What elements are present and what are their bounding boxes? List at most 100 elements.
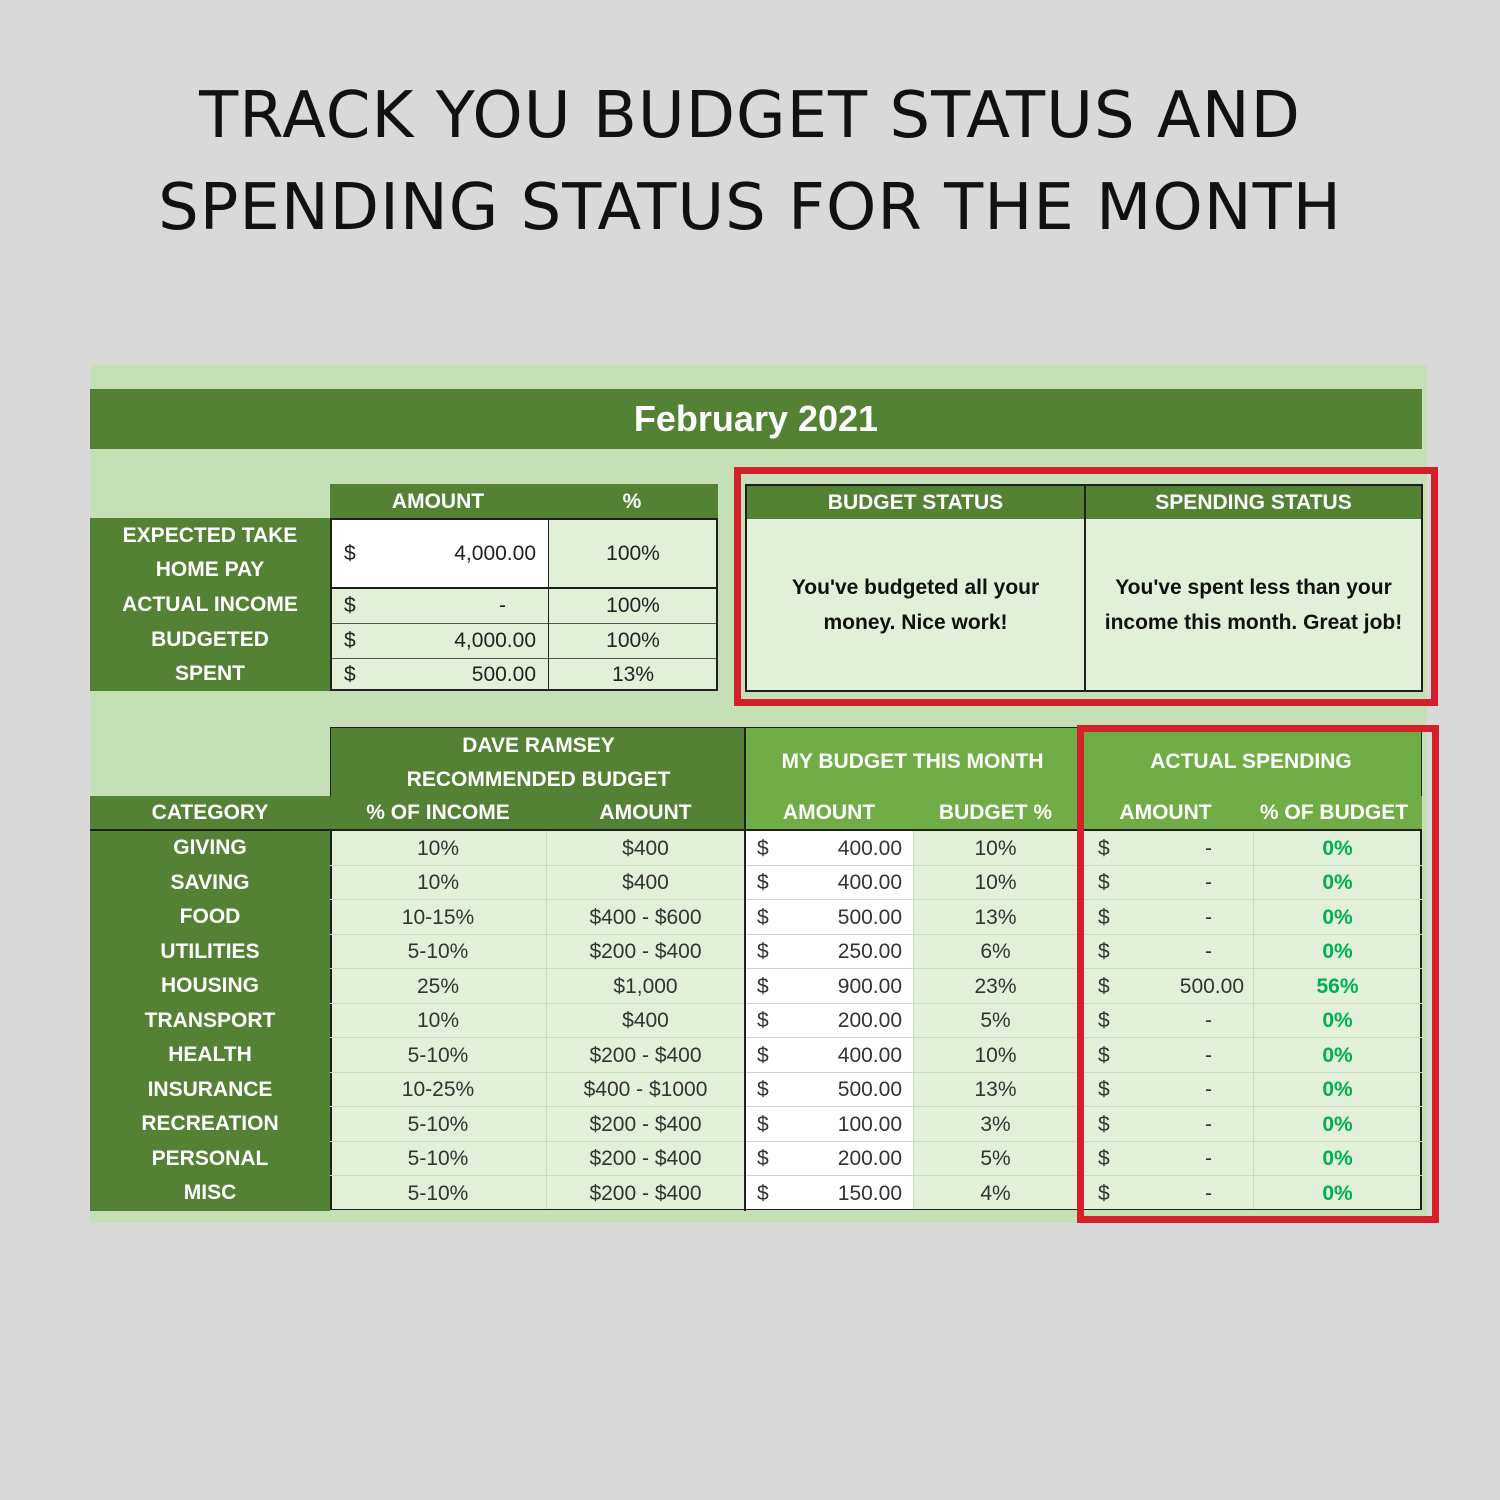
budget-pct-cell: 5% (980, 1147, 1011, 1170)
table-row: 5-10% $200 - $400 $ 200.00 5% $ - 0% (330, 1142, 1422, 1176)
pct-budget-cell: 0% (1322, 836, 1353, 860)
headline: TRACK YOU BUDGET STATUS AND SPENDING STA… (0, 70, 1500, 254)
my-amount-cell[interactable]: 400.00 (837, 871, 902, 894)
actual-amount-cell[interactable]: - (1205, 1112, 1212, 1136)
actual-amount-cell[interactable]: - (1205, 836, 1212, 860)
pct-budget-cell: 0% (1322, 1147, 1353, 1170)
budget-pct-cell: 6% (980, 940, 1011, 963)
headline-line-2: SPENDING STATUS FOR THE MONTH (158, 171, 1342, 245)
summary-dollar: $ (344, 629, 356, 652)
my-amount-cell[interactable]: 100.00 (837, 1112, 902, 1136)
pct-budget-cell: 0% (1322, 905, 1353, 929)
category-label: TRANSPORT (144, 1008, 276, 1032)
actual-amount-cell[interactable]: - (1205, 1147, 1212, 1170)
col-separator (546, 831, 547, 1209)
actual-amount-cell[interactable]: - (1205, 1078, 1212, 1101)
spending-status-message: You've spent less than your income this … (1104, 575, 1403, 634)
rec-amount-cell: $1,000 (613, 974, 678, 998)
budget-sheet: February 2021 AMOUNT % EXPECTED TAKE HOM… (90, 365, 1427, 1223)
actual-dollar-sign: $ (1098, 836, 1110, 860)
col-separator (913, 831, 914, 1209)
actual-dollar-sign: $ (1098, 1112, 1110, 1136)
status-panel: BUDGET STATUS SPENDING STATUS You've bud… (745, 484, 1423, 692)
category-label: MISC (183, 1181, 237, 1205)
pct-income-cell: 5-10% (407, 1147, 469, 1170)
pct-income-cell: 10-15% (401, 905, 475, 929)
summary-amount-budgeted: 4,000.00 (454, 629, 536, 652)
my-amount-cell[interactable]: 200.00 (837, 1009, 902, 1032)
rec-amount-cell: $400 (622, 836, 669, 860)
budget-status-message: You've budgeted all your money. Nice wor… (791, 575, 1040, 634)
actual-amount-cell[interactable]: 500.00 (1179, 974, 1244, 998)
actual-spending-title: ACTUAL SPENDING (1150, 750, 1352, 773)
my-amount-cell[interactable]: 400.00 (837, 1043, 902, 1067)
actual-amount-cell[interactable]: - (1205, 940, 1212, 963)
my-dollar-sign: $ (757, 1009, 769, 1032)
summary-dollar: $ (344, 541, 356, 565)
col-separator (1253, 831, 1254, 1209)
pct-budget-cell: 0% (1322, 1043, 1353, 1067)
summary-pct-actual-income: 100% (606, 594, 660, 617)
summary-input-expected[interactable] (332, 520, 548, 587)
spending-status-header: SPENDING STATUS (1086, 486, 1421, 519)
summary-labels: EXPECTED TAKE HOME PAY ACTUAL INCOME BUD… (90, 518, 330, 691)
pct-income-cell: 10% (416, 1009, 460, 1032)
table-row: 10-15% $400 - $600 $ 500.00 13% $ - 0% (330, 900, 1422, 935)
col-pct-budget: % OF BUDGET (1259, 800, 1409, 824)
table-row: 5-10% $200 - $400 $ 150.00 4% $ - 0% (330, 1176, 1422, 1211)
dave-ramsey-line-2: RECOMMENDED BUDGET (406, 768, 671, 791)
my-amount-cell[interactable]: 250.00 (837, 940, 902, 963)
my-amount-cell[interactable]: 200.00 (837, 1147, 902, 1170)
budget-pct-cell: 23% (974, 974, 1017, 998)
my-amount-cell[interactable]: 400.00 (837, 836, 902, 860)
actual-amount-cell[interactable]: - (1205, 871, 1212, 894)
rec-amount-cell: $200 - $400 (589, 1181, 702, 1205)
my-dollar-sign: $ (757, 1181, 769, 1205)
my-amount-cell[interactable]: 150.00 (837, 1181, 902, 1205)
pct-income-cell: 5-10% (407, 1043, 469, 1067)
summary-row-spent: $ 500.00 13% (332, 659, 716, 691)
table-row: 5-10% $200 - $400 $ 250.00 6% $ - 0% (330, 935, 1422, 969)
summary-label-expected-line-1: EXPECTED TAKE (122, 523, 298, 547)
budget-pct-cell: 3% (980, 1112, 1011, 1136)
category-label: UTILITIES (160, 939, 260, 963)
summary-dollar: $ (344, 594, 356, 617)
my-amount-cell[interactable]: 500.00 (837, 1078, 902, 1101)
col-rec-amount: AMOUNT (599, 800, 692, 824)
summary-pct-budgeted: 100% (606, 629, 660, 652)
summary-col-pct: % (622, 489, 642, 513)
my-dollar-sign: $ (757, 836, 769, 860)
my-dollar-sign: $ (757, 905, 769, 929)
rec-amount-cell: $200 - $400 (589, 1112, 702, 1136)
summary-header: AMOUNT % (330, 484, 718, 519)
pct-income-cell: 25% (416, 974, 460, 998)
pct-budget-cell: 0% (1322, 1181, 1353, 1205)
rec-amount-cell: $400 (622, 871, 669, 894)
my-dollar-sign: $ (757, 940, 769, 963)
actual-amount-cell[interactable]: - (1205, 1043, 1212, 1067)
rec-amount-cell: $400 - $1000 (583, 1078, 708, 1101)
actual-dollar-sign: $ (1098, 1009, 1110, 1032)
actual-amount-cell[interactable]: - (1205, 1181, 1212, 1205)
actual-amount-cell[interactable]: - (1205, 1009, 1212, 1032)
category-label-column (90, 831, 330, 1211)
rec-amount-cell: $200 - $400 (589, 1147, 702, 1170)
actual-amount-cell[interactable]: - (1205, 905, 1212, 929)
dave-ramsey-line-1: DAVE RAMSEY (462, 734, 615, 757)
my-budget-title: MY BUDGET THIS MONTH (781, 750, 1044, 773)
budget-pct-cell: 10% (974, 836, 1017, 860)
pct-income-cell: 5-10% (407, 1112, 469, 1136)
summary-amount-spent: 500.00 (471, 663, 536, 686)
pct-budget-cell: 0% (1322, 940, 1353, 963)
pct-income-cell: 10% (416, 836, 460, 860)
my-amount-cell[interactable]: 500.00 (837, 905, 902, 929)
my-amount-cell[interactable]: 900.00 (837, 974, 902, 998)
summary-label-spent: SPENT (174, 662, 245, 685)
col-pct-income: % OF INCOME (366, 800, 510, 824)
actual-dollar-sign: $ (1098, 1043, 1110, 1067)
budget-pct-cell: 13% (974, 905, 1017, 929)
rec-amount-cell: $200 - $400 (589, 1043, 702, 1067)
summary-col-amount: AMOUNT (391, 489, 485, 513)
col-separator-major (744, 727, 746, 1211)
group-header-my-budget: MY BUDGET THIS MONTH (745, 727, 1078, 797)
